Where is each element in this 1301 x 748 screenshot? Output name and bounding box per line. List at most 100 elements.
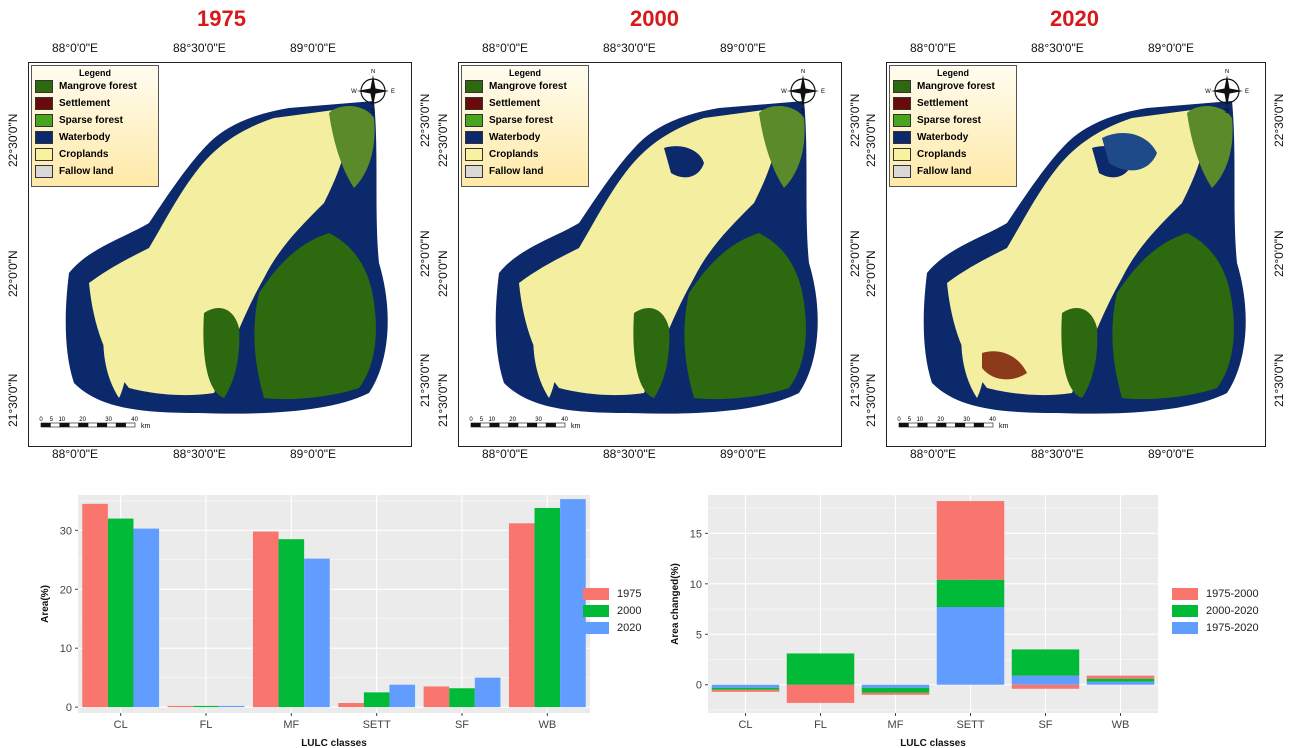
map-legend-item: Fallow land <box>35 163 158 180</box>
longitude-label: 88°0'0"E <box>52 41 99 55</box>
latitude-label: 21°30'0"N <box>864 373 878 427</box>
y-tick-label: 0 <box>696 680 702 692</box>
longitude-label: 88°0'0"E <box>910 41 957 55</box>
scale-tick-label: 0 <box>897 417 901 423</box>
longitude-label: 88°30'0"E <box>1031 41 1084 55</box>
mangrove-region <box>1112 233 1234 400</box>
bar <box>218 705 245 708</box>
map-legend-swatch <box>35 114 53 127</box>
bar <box>389 684 416 708</box>
x-axis-label: LULC classes <box>900 738 966 747</box>
bar <box>338 702 364 708</box>
island-cropland <box>533 324 558 398</box>
map-legend-swatch <box>465 148 483 161</box>
map-legend-label: Fallow land <box>489 166 544 177</box>
compass-s-label: S <box>801 109 805 113</box>
map-legend-item: Mangrove forest <box>893 78 1016 95</box>
latitude-label: 22°0'0"N <box>6 250 20 297</box>
scale-tick-label: 5 <box>908 417 912 423</box>
map-title-1975: 1975 <box>197 6 246 31</box>
map-legend-swatch <box>35 165 53 178</box>
longitude-label: 89°0'0"E <box>290 447 337 461</box>
compass-n-label: N <box>801 69 805 75</box>
latitude-label: 21°30'0"N <box>1272 353 1286 407</box>
bar <box>82 503 108 708</box>
bar-segment <box>861 692 930 695</box>
latitude-label: 21°30'0"N <box>6 373 20 427</box>
map-legend-label: Mangrove forest <box>59 81 137 92</box>
area-chart-legend: 1975 2000 2020 <box>583 585 641 636</box>
longitude-label: 89°0'0"E <box>1148 447 1195 461</box>
bar <box>167 705 194 708</box>
scale-tick-label: 20 <box>937 417 944 423</box>
x-tick-label: CL <box>114 719 128 731</box>
latitude-label: 22°30'0"N <box>436 113 450 167</box>
x-tick-label: FL <box>200 719 213 731</box>
cropland-region <box>519 108 780 396</box>
map-legend-item: Croplands <box>893 146 1016 163</box>
legend-label: 1975-2020 <box>1206 621 1259 634</box>
scale-tick-label: 5 <box>480 417 484 423</box>
legend-swatch <box>583 587 609 600</box>
bar-segment <box>1086 678 1155 682</box>
map-frame: Legend Mangrove forest Settlement Sparse fo… <box>886 62 1266 447</box>
map-legend-label: Croplands <box>489 149 539 160</box>
island-cropland <box>961 324 986 398</box>
longitude-label: 89°0'0"E <box>1148 41 1195 55</box>
compass-rose-icon: N S E W <box>1205 69 1249 115</box>
chart-legend-item: 1975 <box>583 585 641 602</box>
map-frame: Legend Mangrove forest Settlement Sparse fo… <box>28 62 412 447</box>
scale-bar: 0 5 10 20 30 40 km <box>467 415 607 435</box>
legend-swatch <box>1172 604 1198 617</box>
bar <box>534 507 561 708</box>
scale-tick-label: 30 <box>105 417 112 423</box>
legend-label: 2000 <box>617 604 642 617</box>
lulc-map <box>495 101 818 414</box>
scale-unit: km <box>999 423 1009 430</box>
map-legend-label: Sparse forest <box>489 115 553 126</box>
compass-e-label: E <box>391 89 395 95</box>
map-legend-swatch <box>893 148 911 161</box>
map-legend-swatch <box>35 148 53 161</box>
compass-e-label: E <box>1245 89 1249 95</box>
x-tick-label: FL <box>814 719 827 731</box>
scale-tick-label: 10 <box>488 417 495 423</box>
map-legend-label: Croplands <box>917 149 967 160</box>
scale-tick-label: 10 <box>916 417 923 423</box>
scale-tick-label: 10 <box>58 417 65 423</box>
sparse-forest-region <box>759 106 805 188</box>
compass-rose-icon: N S E W <box>351 69 395 115</box>
map-legend-swatch <box>465 131 483 144</box>
compass-rose-icon: N S E W <box>781 69 825 115</box>
latitude-label: 22°30'0"N <box>848 93 862 147</box>
chart-legend-item: 2020 <box>583 619 641 636</box>
chart-legend-item: 1975-2020 <box>1172 619 1259 636</box>
map-legend-label: Settlement <box>59 98 111 109</box>
latitude-label: 21°30'0"N <box>436 373 450 427</box>
longitude-label: 88°30'0"E <box>603 41 656 55</box>
legend-label: 1975 <box>617 587 642 600</box>
map-legend: Legend Mangrove forest Settlement Sparse fo… <box>889 65 1017 187</box>
longitude-label: 88°30'0"E <box>173 41 226 55</box>
longitude-label: 89°0'0"E <box>720 41 767 55</box>
mangrove-region <box>633 308 670 398</box>
map-legend-item: Sparse forest <box>893 112 1016 129</box>
map-legend: Legend Mangrove forest Settlement Sparse fo… <box>461 65 589 187</box>
x-tick-label: MF <box>888 719 904 731</box>
lulc-map <box>65 101 388 414</box>
bar <box>449 688 475 708</box>
map-legend-label: Waterbody <box>489 132 541 143</box>
scale-tick-label: 40 <box>989 417 996 423</box>
area-changed-chart: CL FL MF SETT SF WB 0 5 10 15 LULC classes Area cha… <box>670 495 1158 747</box>
map-legend-item: Fallow land <box>893 163 1016 180</box>
legend-label: 2020 <box>617 621 642 634</box>
map-legend-label: Fallow land <box>917 166 972 177</box>
longitude-label: 88°0'0"E <box>52 447 99 461</box>
map-legend-item: Waterbody <box>893 129 1016 146</box>
map-legend-label: Sparse forest <box>917 115 981 126</box>
bar-segment <box>711 684 780 688</box>
map-legend-swatch <box>893 97 911 110</box>
scale-tick-label: 20 <box>509 417 516 423</box>
longitude-label: 89°0'0"E <box>290 41 337 55</box>
longitude-label: 89°0'0"E <box>720 447 767 461</box>
